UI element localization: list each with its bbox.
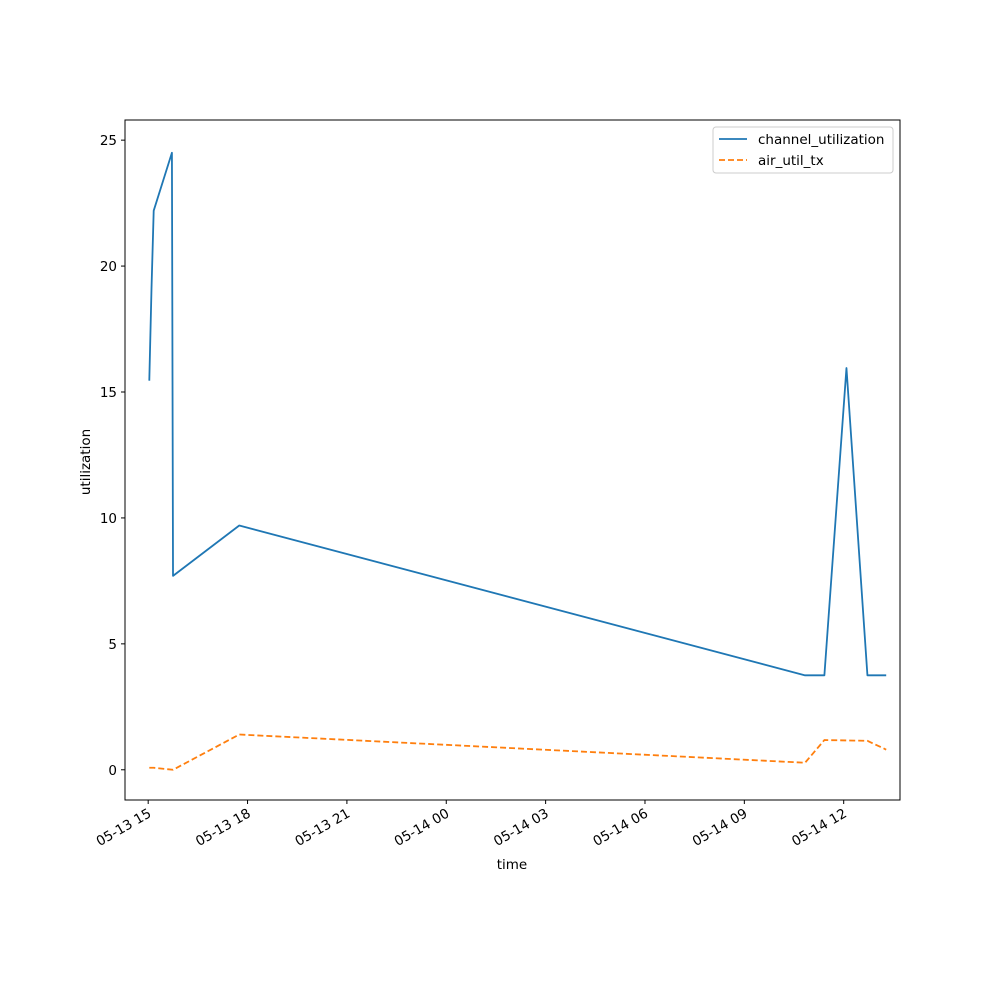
legend-label-air-util-tx: air_util_tx xyxy=(758,153,824,169)
legend: channel_utilization air_util_tx xyxy=(712,126,894,174)
series-line-channel-utilization xyxy=(148,151,887,677)
y-axis: 0 5 10 15 20 25 xyxy=(100,133,125,779)
y-tick-label: 10 xyxy=(100,511,117,527)
legend-box xyxy=(712,126,894,174)
y-tick-label: 25 xyxy=(100,133,117,149)
plot-frame xyxy=(124,119,901,801)
y-tick-label: 15 xyxy=(100,385,117,401)
y-axis-label: utilization xyxy=(78,429,94,495)
x-axis-label: time xyxy=(497,857,528,873)
y-tick-label: 20 xyxy=(100,259,117,275)
legend-label-channel-utilization: channel_utilization xyxy=(758,132,885,148)
y-tick-label: 5 xyxy=(108,637,117,653)
series-line-air-util-tx xyxy=(149,733,887,771)
series-layer xyxy=(148,151,887,771)
y-tick-label: 0 xyxy=(108,763,117,779)
